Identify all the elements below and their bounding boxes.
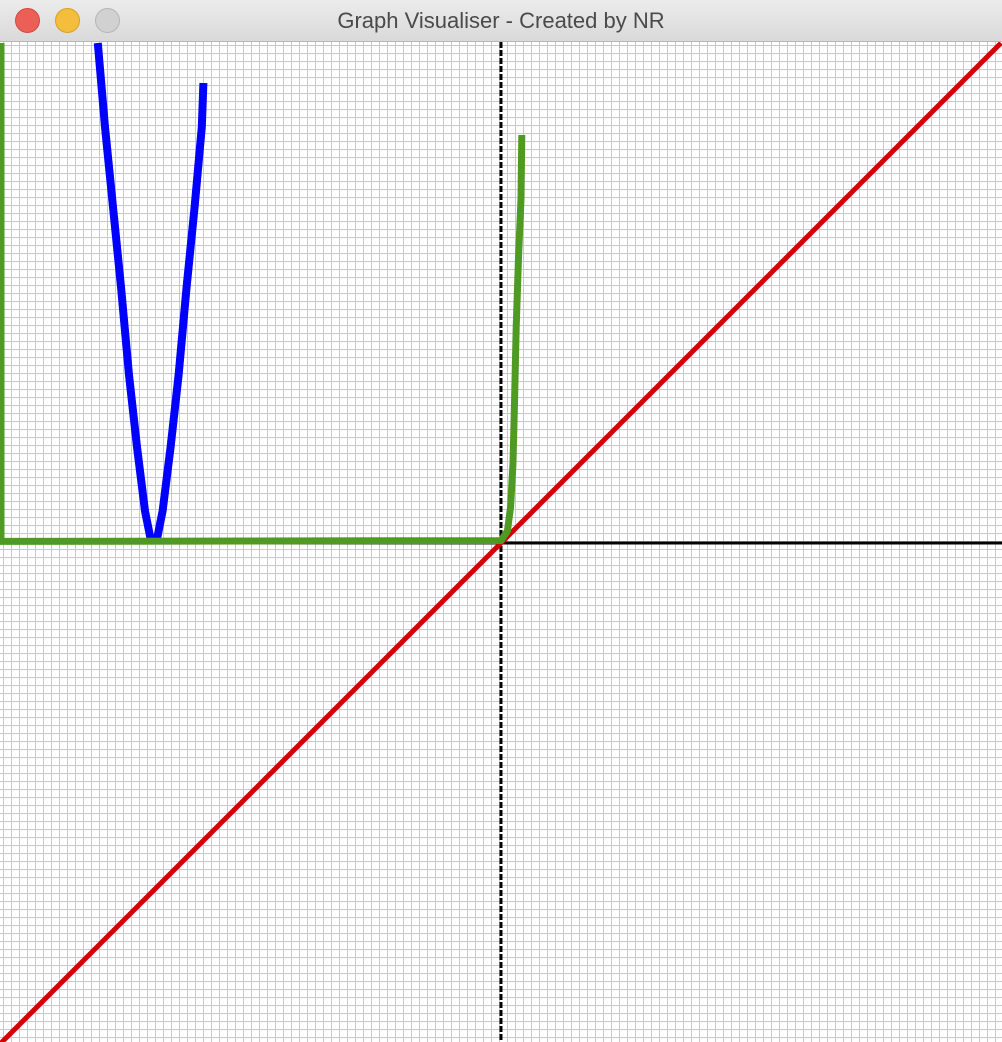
zoom-icon[interactable] (95, 8, 120, 33)
series-line-2 (93, 42, 208, 543)
graph-canvas[interactable] (0, 42, 1002, 1042)
graph-plot (0, 42, 1002, 1042)
series-line-3 (0, 43, 526, 545)
close-icon[interactable] (15, 8, 40, 33)
minimize-icon[interactable] (55, 8, 80, 33)
title-bar[interactable]: Graph Visualiser - Created by NR (0, 0, 1002, 42)
window-title: Graph Visualiser - Created by NR (337, 8, 665, 33)
